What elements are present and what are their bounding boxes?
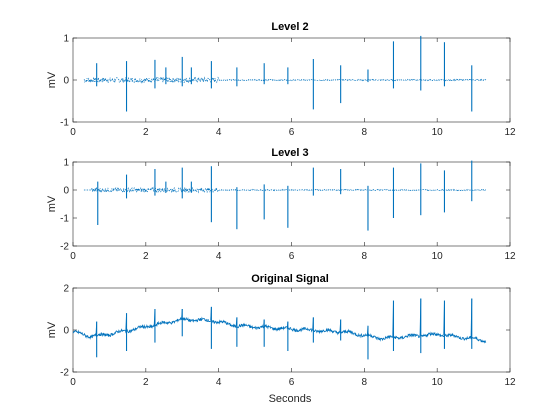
y-axis-label: mV xyxy=(46,71,58,88)
qrs-upstroke xyxy=(95,321,98,336)
panel-level-2: Level 2 mV 0 2 4 6 8 10 12-101 xyxy=(46,21,516,138)
detail-line xyxy=(83,76,487,84)
detail-line xyxy=(83,186,487,194)
signal-line xyxy=(72,316,487,344)
x-axis-label: Seconds xyxy=(269,393,312,405)
x-tick-label: 10 xyxy=(432,377,444,388)
x-tick-label: 10 xyxy=(432,127,444,138)
x-tick-label: 10 xyxy=(432,251,444,262)
qrs-upstroke xyxy=(263,319,265,328)
qrs-upstroke xyxy=(470,298,473,339)
y-tick-label: 0 xyxy=(63,186,69,197)
qrs-upstroke xyxy=(339,319,342,332)
x-tick-label: 0 xyxy=(70,377,76,388)
x-tick-label: 6 xyxy=(289,251,295,262)
qrs-upstroke xyxy=(312,317,314,331)
x-tick-label: 12 xyxy=(504,377,516,388)
x-tick-label: 2 xyxy=(143,377,149,388)
y-tick-label: -1 xyxy=(60,118,69,129)
qrs-upstroke xyxy=(125,313,127,331)
x-tick-label: 6 xyxy=(289,377,295,388)
x-tick-label: 8 xyxy=(362,251,368,262)
qrs-upstroke xyxy=(210,306,212,321)
panel-level-3: Level 3 mV 0 2 4 6 8 10 12 -2 -1 0 1 xyxy=(46,147,516,262)
qrs-upstroke xyxy=(235,317,238,326)
panel-title: Original Signal xyxy=(251,273,329,285)
qrs-upstroke xyxy=(366,325,369,336)
x-tick-label: 4 xyxy=(216,251,222,262)
qrs-upstroke xyxy=(286,321,289,329)
qrs-upstroke xyxy=(443,300,445,336)
x-tick-label: 8 xyxy=(362,127,368,138)
y-tick-label: -1 xyxy=(60,214,69,225)
y-tick-label: -2 xyxy=(60,242,69,253)
qrs-upstroke xyxy=(153,308,156,326)
x-tick-label: 8 xyxy=(362,377,368,388)
x-tick-label: 4 xyxy=(216,127,222,138)
x-tick-label: 0 xyxy=(70,251,76,262)
y-tick-label: 0 xyxy=(63,76,69,87)
panel-title: Level 2 xyxy=(271,21,308,33)
y-axis-label: mV xyxy=(46,321,58,338)
x-tick-label: 2 xyxy=(143,251,149,262)
x-tick-label: 2 xyxy=(143,127,149,138)
x-tick-label: 12 xyxy=(504,127,516,138)
y-axis-label: mV xyxy=(46,195,58,212)
x-tick-label: 6 xyxy=(289,127,295,138)
x-tick-label: 4 xyxy=(216,377,222,388)
y-tick-label: 1 xyxy=(63,158,69,169)
x-tick-label: 0 xyxy=(70,127,76,138)
y-tick-label: 2 xyxy=(63,284,69,295)
panel-title: Level 3 xyxy=(271,147,308,159)
x-tick-label: 12 xyxy=(504,251,516,262)
y-tick-label: 1 xyxy=(63,34,69,45)
qrs-upstroke xyxy=(181,308,183,320)
qrs-upstroke xyxy=(419,298,422,336)
y-tick-label: 0 xyxy=(63,326,69,337)
qrs-upstroke xyxy=(392,300,394,338)
y-tick-label: -2 xyxy=(60,368,69,379)
panel-original-signal: Original Signal mV Seconds 0 2 4 6 8 10 12-202 xyxy=(46,273,516,405)
